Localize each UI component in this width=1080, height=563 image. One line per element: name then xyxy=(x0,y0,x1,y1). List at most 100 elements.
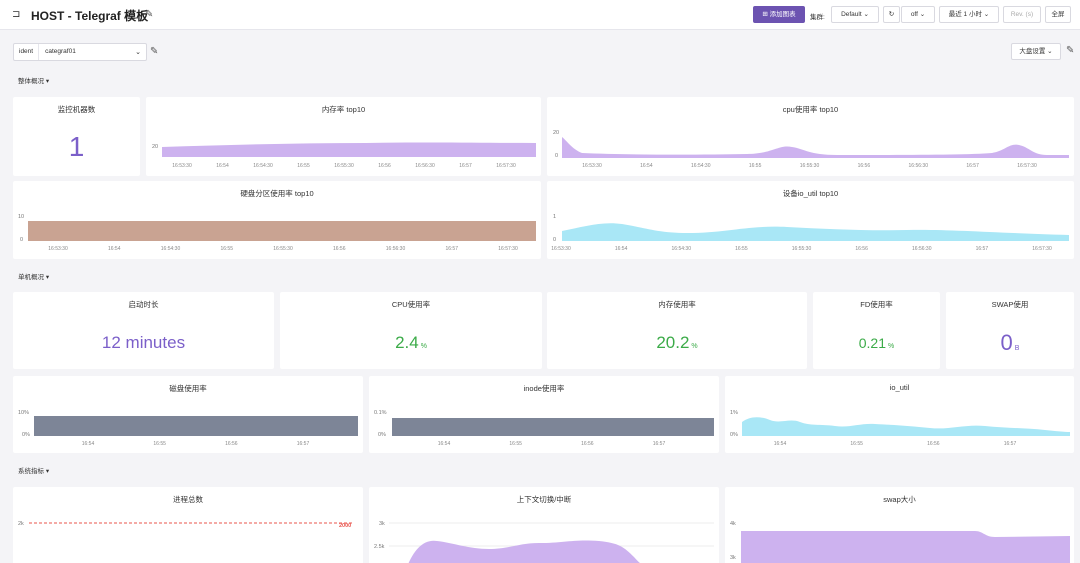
x-tick: 16:54 xyxy=(108,246,121,252)
area-series xyxy=(562,137,1069,158)
auto-refresh-select[interactable]: off ⌄ xyxy=(901,6,935,23)
panel-monitored-count[interactable]: 监控机器数 1 xyxy=(13,97,140,176)
x-tick: 16:54:30 xyxy=(672,246,692,252)
x-tick: 16:55 xyxy=(735,246,748,252)
auto-refresh-value: off xyxy=(910,11,918,18)
ident-variable[interactable]: ident categraf01 ⌄ xyxy=(13,43,147,61)
section-overview[interactable]: 整体概况 ▾ xyxy=(18,75,49,85)
edit-title-icon[interactable]: ✎ xyxy=(145,9,154,20)
panel-cpu-top10[interactable]: cpu使用率 top10 20 0 16:53:30 16:54 16:54:30 1… xyxy=(547,97,1074,176)
x-tick: 16:56 xyxy=(225,441,238,447)
area-series xyxy=(408,540,640,563)
x-tick: 16:56 xyxy=(581,441,594,447)
y-tick: 0 xyxy=(20,237,23,243)
x-tick: 16:54 xyxy=(615,246,628,252)
datasource-label: 集群: xyxy=(810,14,825,21)
dashboard-settings-dropdown[interactable]: 大盘设置 ⌄ xyxy=(1011,43,1061,60)
edit-variables-icon[interactable]: ✎ xyxy=(150,46,159,57)
add-panel-button[interactable]: ⊞ 添加图表 xyxy=(753,6,805,23)
section-title: 系统指标 xyxy=(18,468,44,475)
process-total-chart: 2k 2000 xyxy=(18,521,353,529)
panel-swap-size[interactable]: swap大小 4k 3k xyxy=(725,487,1074,563)
add-panel-label: 添加图表 xyxy=(769,11,796,18)
x-tick: 16:55:30 xyxy=(800,163,820,169)
stat-unit: % xyxy=(691,343,698,350)
panel-context-switch[interactable]: 上下文切换/中断 3k 2.5k xyxy=(369,487,719,563)
io-util-chart: 1% 0% 16:54 16:55 16:56 16:57 xyxy=(730,410,1070,447)
stat-value: 0.21 xyxy=(858,335,886,351)
refresh-button[interactable]: ↻ xyxy=(883,6,900,23)
section-system[interactable]: 系统指标 ▾ xyxy=(18,465,49,475)
x-tick: 16:54 xyxy=(640,163,653,169)
stat-unit: B xyxy=(1014,345,1020,352)
fullscreen-label: 全屏 xyxy=(1051,11,1065,18)
page-title: HOST - Telegraf 模板 xyxy=(31,9,149,23)
y-tick: 0 xyxy=(553,237,556,243)
panel-title: swap大小 xyxy=(883,495,916,504)
time-range-picker[interactable]: 最近 1 小时 ⌄ xyxy=(939,6,999,23)
x-tick: 16:57:30 xyxy=(498,246,518,252)
x-tick: 16:54 xyxy=(216,163,229,169)
area-series xyxy=(34,416,358,436)
datasource-select[interactable]: Default ⌄ xyxy=(831,6,879,23)
fullscreen-button[interactable]: 全屏 xyxy=(1045,6,1071,23)
panel-title: 内存率 top10 xyxy=(321,105,366,114)
add-panel-icon: ⊞ xyxy=(762,11,770,18)
section-host[interactable]: 单机概况 ▾ xyxy=(18,271,49,281)
panel-uptime[interactable]: 启动时长 12 minutes xyxy=(13,292,274,369)
panel-mem-top10[interactable]: 内存率 top10 20 16:53:30 16:54 16:54:30 16:55 1… xyxy=(146,97,541,176)
y-tick: 3k xyxy=(379,521,385,527)
edit-layout-icon[interactable]: ✎ xyxy=(1066,45,1075,56)
x-tick: 16:57 xyxy=(1004,441,1017,447)
y-tick: 4k xyxy=(730,521,736,527)
panel-process-total[interactable]: 进程总数 2k 2000 xyxy=(13,487,363,563)
x-tick: 16:57 xyxy=(297,441,310,447)
chevron-down-icon: ⌄ xyxy=(1047,48,1053,55)
ident-select[interactable]: categraf01 xyxy=(39,44,135,60)
caret-down-icon: ▾ xyxy=(45,78,50,85)
threshold-label: 2000 xyxy=(339,523,351,529)
panel-cpu-usage[interactable]: CPU使用率 2.4% xyxy=(280,292,542,369)
x-tick: 16:57 xyxy=(966,163,979,169)
cpu-top10-chart: 20 0 16:53:30 16:54 16:54:30 16:55 16:55:30 1… xyxy=(553,130,1069,169)
top-bar: ⊐ HOST - Telegraf 模板 ✎ ⊞ 添加图表 集群: Defaul… xyxy=(0,0,1080,30)
x-tick: 16:56:30 xyxy=(415,163,435,169)
panel-inode-usage[interactable]: inode使用率 0.1% 0% 16:54 16:55 16:56 16:57 xyxy=(369,376,719,453)
x-tick: 16:57 xyxy=(976,246,989,252)
panel-disk-top10[interactable]: 硬盘分区使用率 top10 10 0 16:53:30 16:54 16:54:30… xyxy=(13,181,541,259)
panel-title: io_util xyxy=(889,383,910,392)
panel-io-top10[interactable]: 设备io_util top10 1 0 16:53:30 16:54 16:54:3… xyxy=(547,181,1074,259)
ident-value: categraf01 xyxy=(45,48,76,55)
panel-title: 设备io_util top10 xyxy=(782,189,839,198)
stat-row: 20.2% xyxy=(547,333,807,353)
datasource-value: Default xyxy=(841,11,862,18)
panel-fd-usage[interactable]: FD使用率 0.21% xyxy=(813,292,940,369)
rev-input[interactable]: Rev. (s) xyxy=(1003,6,1041,23)
disk-top10-chart: 10 0 16:53:30 16:54 16:54:30 16:55 16:55:30 1… xyxy=(18,214,536,252)
y-tick: 20 xyxy=(553,130,559,136)
x-tick: 16:57 xyxy=(459,163,472,169)
panel-mem-usage[interactable]: 内存使用率 20.2% xyxy=(547,292,807,369)
y-tick: 2k xyxy=(18,521,24,527)
stat-value: 0 xyxy=(1000,330,1013,355)
stat-unit: % xyxy=(420,343,427,350)
x-tick: 16:56 xyxy=(333,246,346,252)
ident-label: ident xyxy=(14,44,40,60)
x-tick: 16:55 xyxy=(220,246,233,252)
chevron-down-icon: ⌄ xyxy=(983,11,990,18)
area-series xyxy=(392,418,714,436)
stat-row: 2.4% xyxy=(280,333,542,353)
rev-placeholder: Rev. (s) xyxy=(1010,11,1034,18)
stat-value: 20.2 xyxy=(656,333,690,352)
x-tick: 16:56:30 xyxy=(386,246,406,252)
x-tick: 16:54:30 xyxy=(253,163,273,169)
chevron-down-icon: ⌄ xyxy=(863,11,869,18)
panel-io-util[interactable]: io_util 1% 0% 16:54 16:55 16:56 16:57 xyxy=(725,376,1074,453)
panel-title: SWAP使用 xyxy=(991,300,1029,309)
x-tick: 16:53:30 xyxy=(582,163,602,169)
caret-down-icon: ▾ xyxy=(45,468,50,475)
back-icon[interactable]: ⊐ xyxy=(12,9,21,20)
panel-disk-usage[interactable]: 磁盘使用率 10% 0% 16:54 16:55 16:56 16:57 xyxy=(13,376,363,453)
